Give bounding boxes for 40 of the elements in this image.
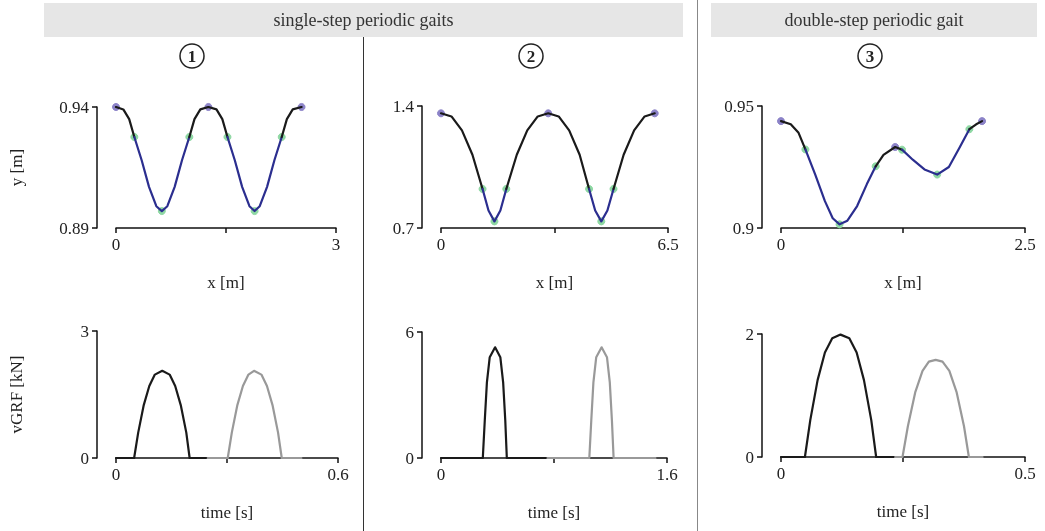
line-series (546, 346, 657, 460)
y-tick-label: 2 (745, 324, 754, 344)
text: single-step periodic gaits (44, 3, 683, 37)
y-axis-title: vGRF [kN] (7, 355, 26, 434)
x-tick-label: 0 (111, 465, 121, 484)
x-tick-label: 0 (776, 235, 786, 254)
x-tick-label: 0 (436, 235, 446, 254)
chart-title: 1 (187, 46, 197, 66)
x-tick-label: 0.5 (1014, 464, 1036, 483)
y-axis-title: y [m] (7, 148, 26, 187)
line-series (206, 369, 303, 460)
y-tick-label: 1.4 (392, 96, 415, 116)
chart-title: 3 (865, 46, 875, 66)
x-axis-title: x [m] (884, 273, 922, 292)
x-axis-title: x [m] (535, 273, 574, 292)
y-tick-label: 0 (405, 448, 414, 468)
x-tick-label: 0.6 (327, 465, 349, 484)
x-axis-title: time [s] (200, 503, 254, 522)
y-tick-label: 3 (80, 321, 89, 341)
y-tick-label: 0 (745, 447, 754, 467)
x-tick-label: 2.5 (1014, 235, 1036, 254)
y-tick-label: 0.9 (732, 218, 754, 238)
x-tick-label: 0 (111, 235, 121, 254)
x-tick-label: 3 (331, 235, 341, 254)
x-tick-label: 0 (776, 464, 786, 483)
y-tick-label: 0.94 (59, 97, 90, 117)
y-tick-label: 6 (405, 322, 414, 342)
y-tick-label: 0.7 (392, 218, 415, 238)
x-axis-title: time [s] (876, 502, 930, 521)
text: double-step periodic gait (711, 3, 1037, 37)
x-axis-title: x [m] (207, 273, 245, 292)
chart-title: 2 (526, 46, 536, 66)
x-axis-title: time [s] (527, 503, 581, 522)
x-tick-label: 0 (436, 465, 446, 484)
line-series (894, 358, 984, 459)
x-tick-label: 6.5 (657, 235, 679, 254)
y-tick-label: 0.95 (724, 96, 754, 116)
x-tick-label: 1.6 (656, 465, 678, 484)
y-tick-label: 0.89 (59, 218, 89, 238)
y-tick-label: 0 (80, 448, 89, 468)
